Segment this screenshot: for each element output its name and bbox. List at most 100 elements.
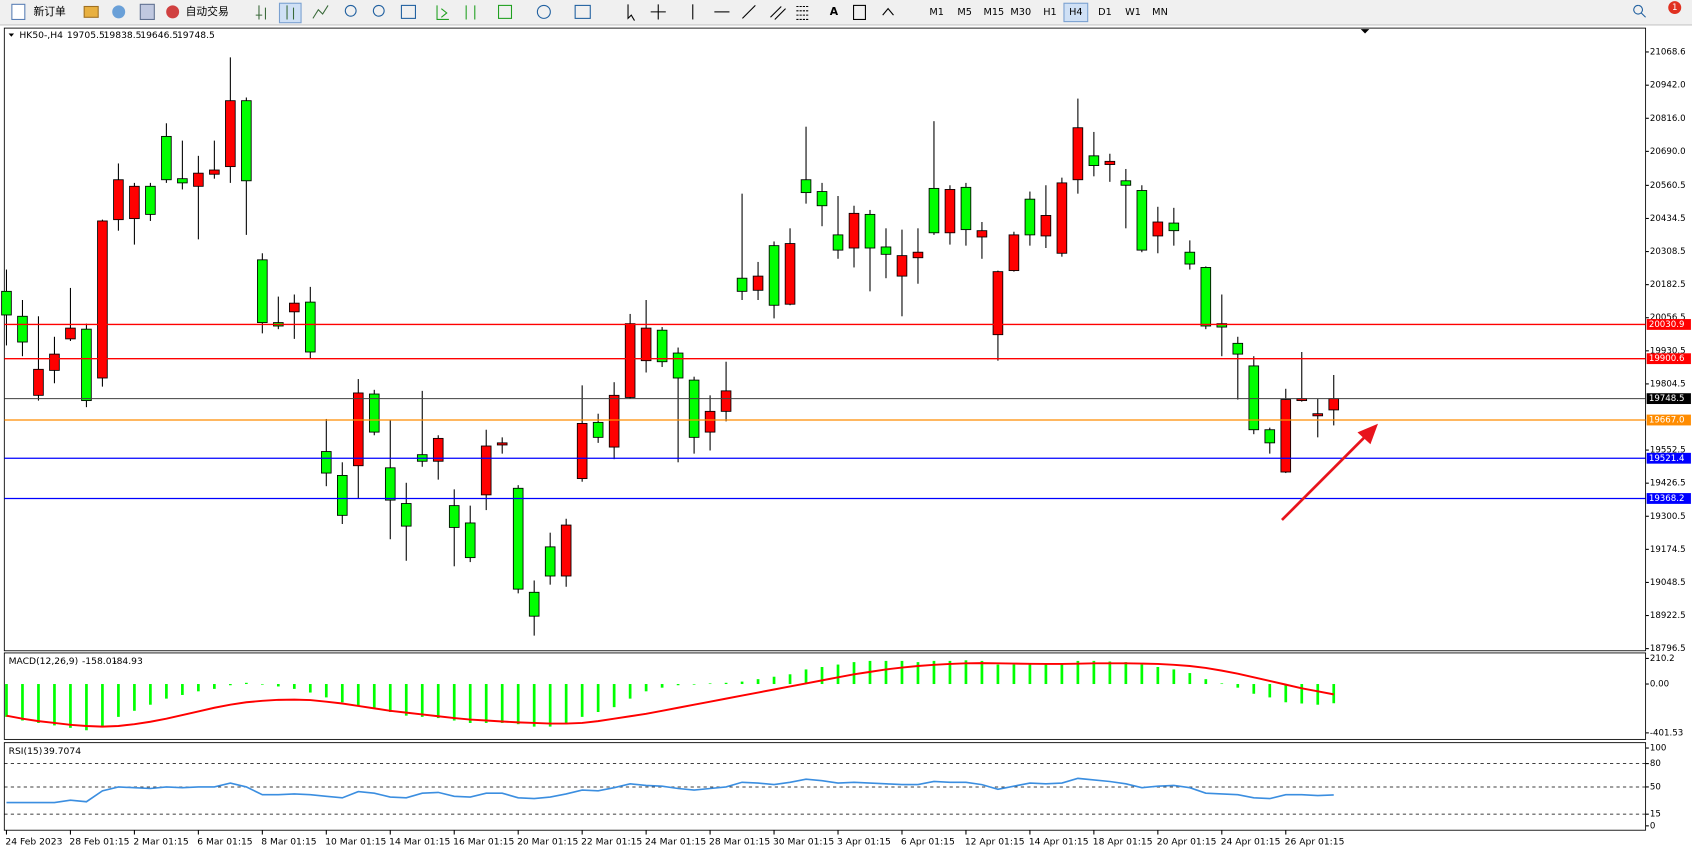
y-tick-label: 20308.5 — [1650, 247, 1686, 257]
candle-body — [65, 327, 76, 340]
candle-body — [33, 368, 44, 396]
tool-icon[interactable] — [83, 5, 99, 18]
timeframe-selected — [1063, 2, 1089, 23]
y-tick-label: 19048.5 — [1650, 578, 1686, 588]
candle-body — [944, 189, 956, 234]
timeframe-button[interactable]: D1 — [1098, 7, 1112, 18]
shapes-icon[interactable] — [882, 7, 894, 16]
zoom-out[interactable] — [372, 4, 385, 17]
y-tick-label: 20182.5 — [1650, 280, 1686, 290]
candle-body — [1120, 180, 1132, 186]
candle-body — [1200, 267, 1212, 327]
level-label: 19521.4 — [1649, 454, 1685, 464]
cursor-icon[interactable] — [627, 4, 635, 21]
auto-trade-icon[interactable] — [166, 5, 180, 19]
y-tick-label: 80 — [1650, 759, 1661, 769]
candle-body — [193, 172, 204, 187]
y-tick-label: 15 — [1650, 810, 1661, 820]
x-tick-label: 26 Apr 01:15 — [1285, 837, 1345, 848]
channel-icon[interactable] — [770, 6, 786, 20]
level-label: 19368.2 — [1649, 494, 1685, 504]
macd-value: -158.01 — [82, 656, 117, 667]
y-tick-label: 19174.5 — [1650, 545, 1686, 555]
tile-icon[interactable] — [400, 4, 416, 19]
scroll-icon[interactable] — [436, 5, 449, 20]
timeframe-button[interactable]: M30 — [1010, 7, 1031, 18]
candle-body — [352, 392, 364, 467]
y-tick-label: 18796.5 — [1650, 644, 1686, 654]
candle-body — [896, 255, 908, 277]
candle-body — [496, 442, 508, 446]
auto-trade-button[interactable]: 自动交易 — [186, 4, 229, 18]
timeframe-button[interactable]: H1 — [1043, 7, 1056, 18]
fibo-icon[interactable] — [796, 5, 810, 20]
candle-body — [1248, 365, 1260, 431]
timeframe-button[interactable]: M1 — [929, 7, 944, 18]
template-icon[interactable] — [574, 4, 591, 19]
selected-tool[interactable] — [278, 2, 302, 24]
y-tick-label: 19552.5 — [1650, 446, 1686, 456]
shift-icon[interactable] — [465, 5, 476, 20]
candle-body — [17, 315, 28, 343]
current-price-bg — [1646, 393, 1691, 405]
tool-icon[interactable] — [139, 3, 155, 20]
text-tool[interactable]: A — [830, 5, 839, 18]
collapse-marker — [8, 33, 15, 37]
candle-body — [305, 301, 316, 353]
search-icon[interactable] — [1633, 4, 1646, 18]
candle-body — [368, 393, 380, 433]
annotation-arrowhead — [1357, 423, 1378, 445]
toolbar-bg — [0, 0, 1692, 25]
candle-body — [640, 327, 652, 362]
y-tick-label: 20560.5 — [1650, 181, 1686, 191]
indicator-title: MACD(12,26,9) — [9, 656, 79, 667]
level-label-bg — [1646, 452, 1691, 464]
timeframe-button[interactable]: W1 — [1125, 7, 1141, 18]
new-order-icon[interactable] — [11, 3, 26, 20]
candle-body — [560, 524, 572, 577]
period-icon[interactable] — [536, 4, 551, 19]
candle-body — [1056, 182, 1068, 254]
ohlc-value: 19646.5 — [140, 30, 178, 41]
bar-chart-icon[interactable] — [255, 5, 266, 20]
timeframe-button[interactable]: M5 — [957, 7, 972, 18]
y-tick-label: 20942.0 — [1650, 81, 1686, 91]
level-label-bg — [1646, 319, 1691, 330]
level-label-bg — [1646, 493, 1691, 504]
alert-badge[interactable] — [1668, 1, 1682, 15]
new-order-button[interactable]: 新订单 — [33, 4, 66, 18]
candle-body — [145, 185, 156, 215]
chart-title: HK50-,H4 — [19, 30, 63, 41]
crosshair-icon[interactable] — [650, 4, 666, 20]
timeframe-button[interactable]: M15 — [983, 7, 1004, 18]
panel-frame — [3, 27, 1647, 652]
x-tick-label: 6 Apr 01:15 — [901, 837, 955, 848]
candle-icon[interactable] — [286, 5, 295, 20]
candle-body — [1024, 198, 1036, 236]
zoom-in[interactable] — [344, 4, 357, 17]
candle-body — [1184, 251, 1196, 265]
candle-body — [608, 394, 620, 448]
label-icon[interactable] — [853, 4, 866, 20]
y-tick-label: 21068.6 — [1650, 47, 1686, 57]
timeframe-button[interactable]: MN — [1152, 7, 1168, 18]
timeframe-button[interactable]: H4 — [1069, 7, 1082, 18]
y-tick-label: 19804.5 — [1650, 379, 1686, 389]
x-tick-label: 3 Apr 01:15 — [837, 837, 891, 848]
tool-icon[interactable] — [112, 5, 126, 19]
candle-body — [1072, 127, 1084, 181]
candle-body — [928, 187, 940, 234]
x-tick-label: 22 Mar 01:15 — [581, 837, 642, 848]
y-tick-label: 18922.5 — [1650, 611, 1686, 621]
x-tick-label: 30 Mar 01:15 — [773, 837, 834, 848]
line-icon[interactable] — [312, 5, 329, 19]
x-tick-label: 16 Mar 01:15 — [453, 837, 514, 848]
y-tick-label: 19930.5 — [1650, 346, 1686, 356]
candle-body — [528, 591, 540, 617]
indicator-icon[interactable] — [497, 4, 513, 19]
candle-body — [976, 230, 988, 238]
x-tick-label: 20 Apr 01:15 — [1157, 837, 1217, 848]
candle-body — [1040, 215, 1052, 237]
candle-body — [113, 179, 124, 221]
trendline-icon[interactable] — [742, 5, 756, 19]
